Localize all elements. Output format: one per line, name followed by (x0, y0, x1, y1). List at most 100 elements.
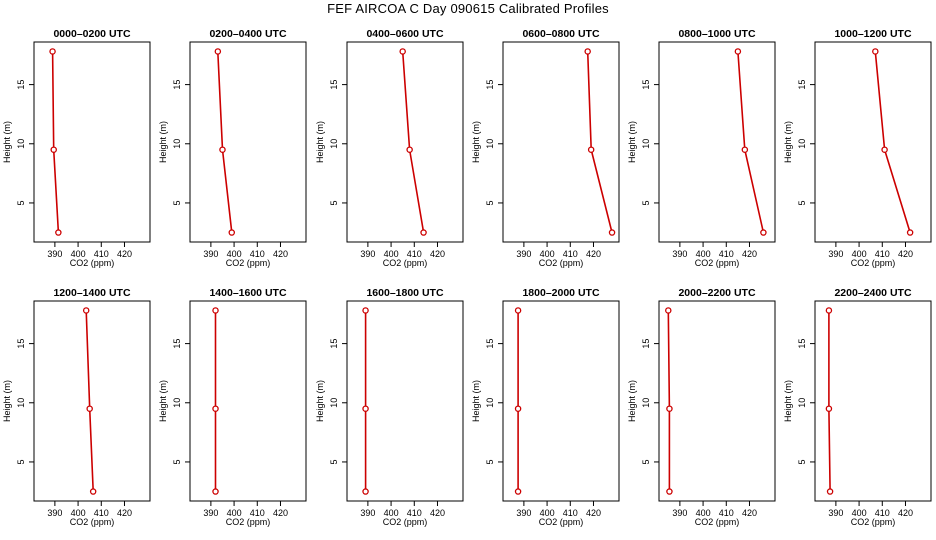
x-axis-label: CO2 (ppm) (851, 258, 896, 268)
x-tick-label: 410 (563, 508, 578, 518)
y-tick-label: 5 (329, 459, 339, 464)
x-axis-label: CO2 (ppm) (851, 517, 896, 527)
data-point (514, 307, 522, 314)
data-point (825, 307, 833, 314)
x-tick-label: 390 (516, 508, 531, 518)
y-tick-label: 10 (485, 139, 495, 149)
data-point (666, 405, 673, 412)
plot-frame (189, 300, 307, 502)
data-point (55, 229, 62, 236)
x-axis-label: CO2 (ppm) (226, 258, 271, 268)
data-point (82, 307, 90, 314)
data-point (406, 146, 413, 153)
data-point (826, 488, 834, 495)
x-tick-label: 390 (828, 249, 843, 259)
x-tick-label: 400 (227, 249, 242, 259)
x-tick-label: 400 (540, 508, 555, 518)
x-axis-label: CO2 (ppm) (70, 517, 115, 527)
panel-title: 1800–2000 UTC (522, 287, 599, 299)
plot-frame (814, 300, 932, 502)
profile-line (217, 51, 233, 233)
plot-frame (502, 300, 620, 502)
profile-line (874, 51, 911, 233)
y-tick-label: 5 (16, 200, 26, 205)
x-tick-label: 420 (117, 508, 132, 518)
y-tick-label: 10 (16, 398, 26, 408)
y-tick-label: 15 (797, 339, 807, 349)
data-point (89, 488, 97, 495)
y-tick-label: 15 (172, 80, 182, 90)
x-tick-label: 410 (563, 249, 578, 259)
plot-frame (658, 300, 776, 502)
data-point (212, 307, 219, 314)
x-tick-label: 410 (94, 508, 109, 518)
x-tick-label: 410 (407, 249, 422, 259)
panel-title: 1200–1400 UTC (53, 287, 130, 299)
y-tick-label: 10 (16, 139, 26, 149)
data-point (608, 229, 616, 236)
y-axis-label: Height (m) (2, 380, 12, 422)
x-tick-label: 400 (71, 508, 86, 518)
x-axis-label: CO2 (ppm) (539, 258, 584, 268)
data-point (49, 48, 56, 55)
x-tick-label: 390 (828, 508, 843, 518)
data-point (734, 48, 742, 55)
x-tick-label: 420 (430, 249, 445, 259)
data-point (906, 229, 914, 236)
x-axis-label: CO2 (ppm) (695, 258, 740, 268)
x-tick-label: 390 (672, 249, 687, 259)
y-tick-label: 5 (329, 200, 339, 205)
plot-frame (346, 41, 464, 243)
y-tick-label: 15 (485, 80, 495, 90)
panel-title: 0400–0600 UTC (366, 28, 443, 40)
x-tick-label: 390 (360, 508, 375, 518)
data-point (212, 488, 219, 495)
y-tick-label: 15 (485, 339, 495, 349)
page-title: FEF AIRCOA C Day 090615 Calibrated Profi… (327, 1, 609, 16)
panel-title: 0000–0200 UTC (53, 28, 130, 40)
data-point (665, 307, 672, 314)
y-tick-label: 10 (641, 398, 651, 408)
data-point (666, 488, 673, 495)
x-tick-label: 390 (203, 508, 218, 518)
x-tick-label: 410 (250, 508, 265, 518)
y-tick-label: 10 (485, 398, 495, 408)
data-point (228, 229, 236, 236)
x-axis-label: CO2 (ppm) (383, 258, 428, 268)
x-axis-label: CO2 (ppm) (226, 517, 271, 527)
y-tick-label: 15 (329, 80, 339, 90)
y-tick-label: 5 (485, 200, 495, 205)
profile-line (51, 51, 60, 233)
y-tick-label: 5 (172, 200, 182, 205)
x-tick-label: 420 (273, 249, 288, 259)
data-point (760, 229, 767, 236)
x-tick-label: 420 (742, 249, 757, 259)
y-tick-label: 15 (16, 339, 26, 349)
x-tick-label: 390 (516, 249, 531, 259)
x-tick-label: 390 (203, 249, 218, 259)
panel-title: 0200–0400 UTC (209, 28, 286, 40)
x-tick-label: 420 (586, 508, 601, 518)
profile-line (737, 51, 765, 233)
y-tick-label: 15 (16, 80, 26, 90)
y-axis-label: Height (m) (315, 380, 325, 422)
x-tick-label: 410 (94, 249, 109, 259)
y-tick-label: 5 (172, 459, 182, 464)
y-tick-label: 10 (329, 139, 339, 149)
data-point (214, 48, 222, 55)
y-tick-label: 5 (797, 200, 807, 205)
y-axis-label: Height (m) (783, 121, 793, 163)
x-tick-label: 390 (672, 508, 687, 518)
plot-frame (33, 300, 151, 502)
x-axis-label: CO2 (ppm) (539, 517, 584, 527)
y-tick-label: 15 (641, 80, 651, 90)
data-point (399, 48, 406, 55)
x-axis-label: CO2 (ppm) (70, 258, 115, 268)
data-point (825, 405, 833, 412)
x-axis-label: CO2 (ppm) (383, 517, 428, 527)
